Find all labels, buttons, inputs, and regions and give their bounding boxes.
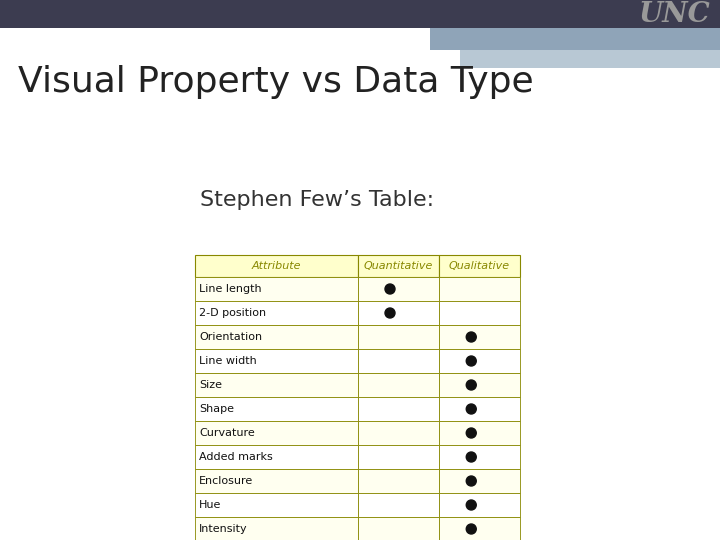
Circle shape [467, 428, 476, 438]
Bar [195, 469, 358, 493]
Bar [438, 445, 520, 469]
Circle shape [467, 404, 476, 414]
Bar [358, 255, 438, 277]
Text: Line width: Line width [199, 356, 257, 366]
Circle shape [385, 284, 395, 294]
Circle shape [467, 356, 476, 366]
Text: Intensity: Intensity [199, 524, 248, 534]
Text: Shape: Shape [199, 404, 234, 414]
Text: Line length: Line length [199, 284, 261, 294]
Bar [438, 373, 520, 397]
Bar [195, 445, 358, 469]
Bar [438, 517, 520, 540]
Circle shape [467, 524, 476, 534]
Bar [358, 397, 438, 421]
Bar [0, 0, 720, 28]
Bar [195, 301, 358, 325]
Circle shape [467, 452, 476, 462]
Bar [358, 325, 438, 349]
Bar [438, 421, 520, 445]
Text: Enclosure: Enclosure [199, 476, 253, 486]
Bar [195, 325, 358, 349]
Bar [438, 255, 520, 277]
Bar [195, 421, 358, 445]
Text: Orientation: Orientation [199, 332, 262, 342]
Bar [195, 373, 358, 397]
Bar [438, 301, 520, 325]
Bar [438, 349, 520, 373]
Bar [195, 517, 358, 540]
Bar [195, 397, 358, 421]
Bar [358, 493, 438, 517]
Bar [438, 493, 520, 517]
Text: Visual Property vs Data Type: Visual Property vs Data Type [18, 65, 534, 99]
Text: UNC: UNC [638, 1, 710, 28]
Text: 2-D position: 2-D position [199, 308, 266, 318]
Text: Qualitative: Qualitative [449, 261, 510, 271]
Bar [438, 469, 520, 493]
Bar [195, 493, 358, 517]
Bar [358, 469, 438, 493]
Bar [460, 50, 720, 68]
Bar [438, 277, 520, 301]
Bar [358, 301, 438, 325]
Text: Stephen Few’s Table:: Stephen Few’s Table: [200, 190, 434, 210]
Text: Quantitative: Quantitative [364, 261, 433, 271]
Bar [438, 397, 520, 421]
Circle shape [467, 476, 476, 486]
Text: Size: Size [199, 380, 222, 390]
Circle shape [467, 332, 476, 342]
Bar [358, 517, 438, 540]
Bar [195, 255, 358, 277]
Text: Attribute: Attribute [251, 261, 301, 271]
Bar [438, 325, 520, 349]
Bar [358, 445, 438, 469]
Bar [195, 277, 358, 301]
Bar [358, 349, 438, 373]
Circle shape [385, 308, 395, 318]
Bar [358, 373, 438, 397]
Bar [430, 28, 720, 50]
Text: Hue: Hue [199, 500, 221, 510]
Bar [358, 421, 438, 445]
Bar [358, 277, 438, 301]
Bar [195, 349, 358, 373]
Text: Curvature: Curvature [199, 428, 255, 438]
Circle shape [467, 500, 476, 510]
Circle shape [467, 380, 476, 390]
Text: Added marks: Added marks [199, 452, 273, 462]
